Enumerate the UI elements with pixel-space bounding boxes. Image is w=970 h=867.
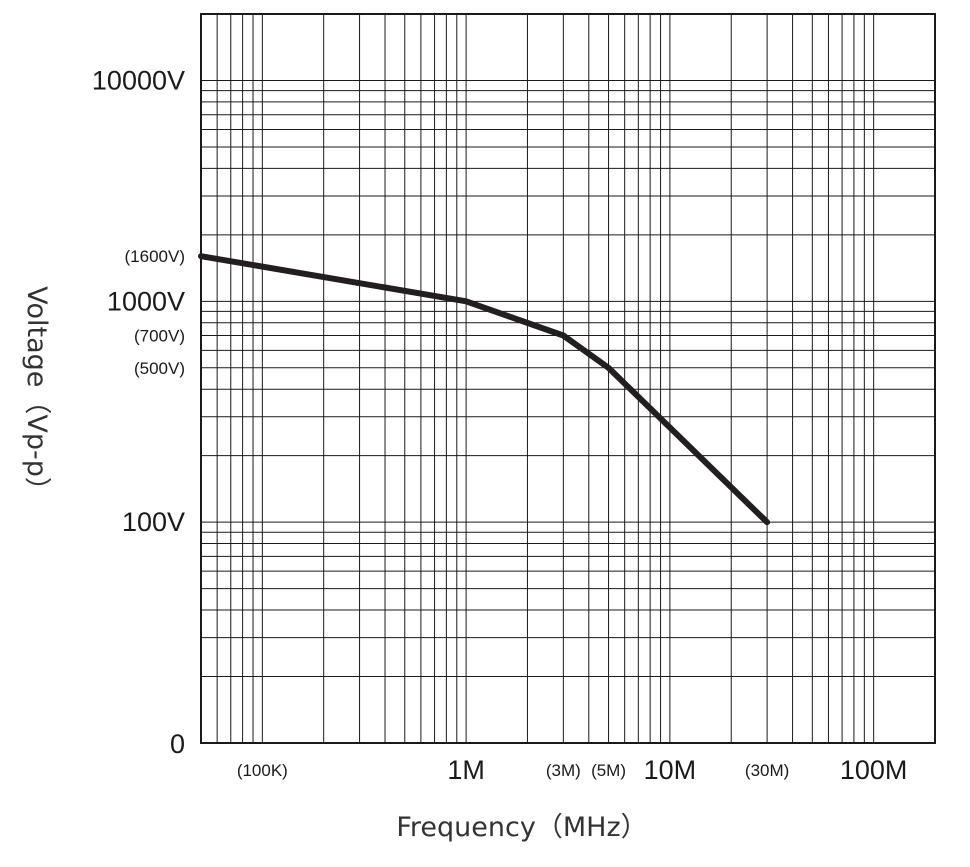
x-tick-label: 1M xyxy=(447,755,485,785)
x-tick-label: (3M) xyxy=(546,761,581,780)
y-tick-label: (1600V) xyxy=(125,247,185,266)
y-tick-label: 1000V xyxy=(107,286,185,316)
x-tick-label: (5M) xyxy=(591,761,626,780)
y-tick-label: 10000V xyxy=(92,65,185,95)
series-line xyxy=(198,253,771,526)
x-tick-label: 10M xyxy=(644,755,697,785)
origin-label: 0 xyxy=(170,729,185,759)
y-tick-label: (700V) xyxy=(134,327,185,346)
x-axis-title: Frequency（MHz） xyxy=(396,812,647,843)
plot-frame xyxy=(200,13,936,744)
y-axis-title: Voltage（Vp-p） xyxy=(21,286,52,504)
y-tick-label: (500V) xyxy=(134,359,185,378)
x-tick-labels: (100K) 1M (3M) (5M) 10M (30M) 100M xyxy=(237,755,908,785)
y-tick-labels: 10000V (1600V) 1000V (700V) (500V) 100V xyxy=(92,65,185,537)
y-tick-label: 100V xyxy=(122,507,185,537)
grid xyxy=(201,14,935,743)
x-tick-label: (30M) xyxy=(745,761,789,780)
x-tick-label: (100K) xyxy=(237,761,288,780)
x-tick-label: 100M xyxy=(840,755,908,785)
